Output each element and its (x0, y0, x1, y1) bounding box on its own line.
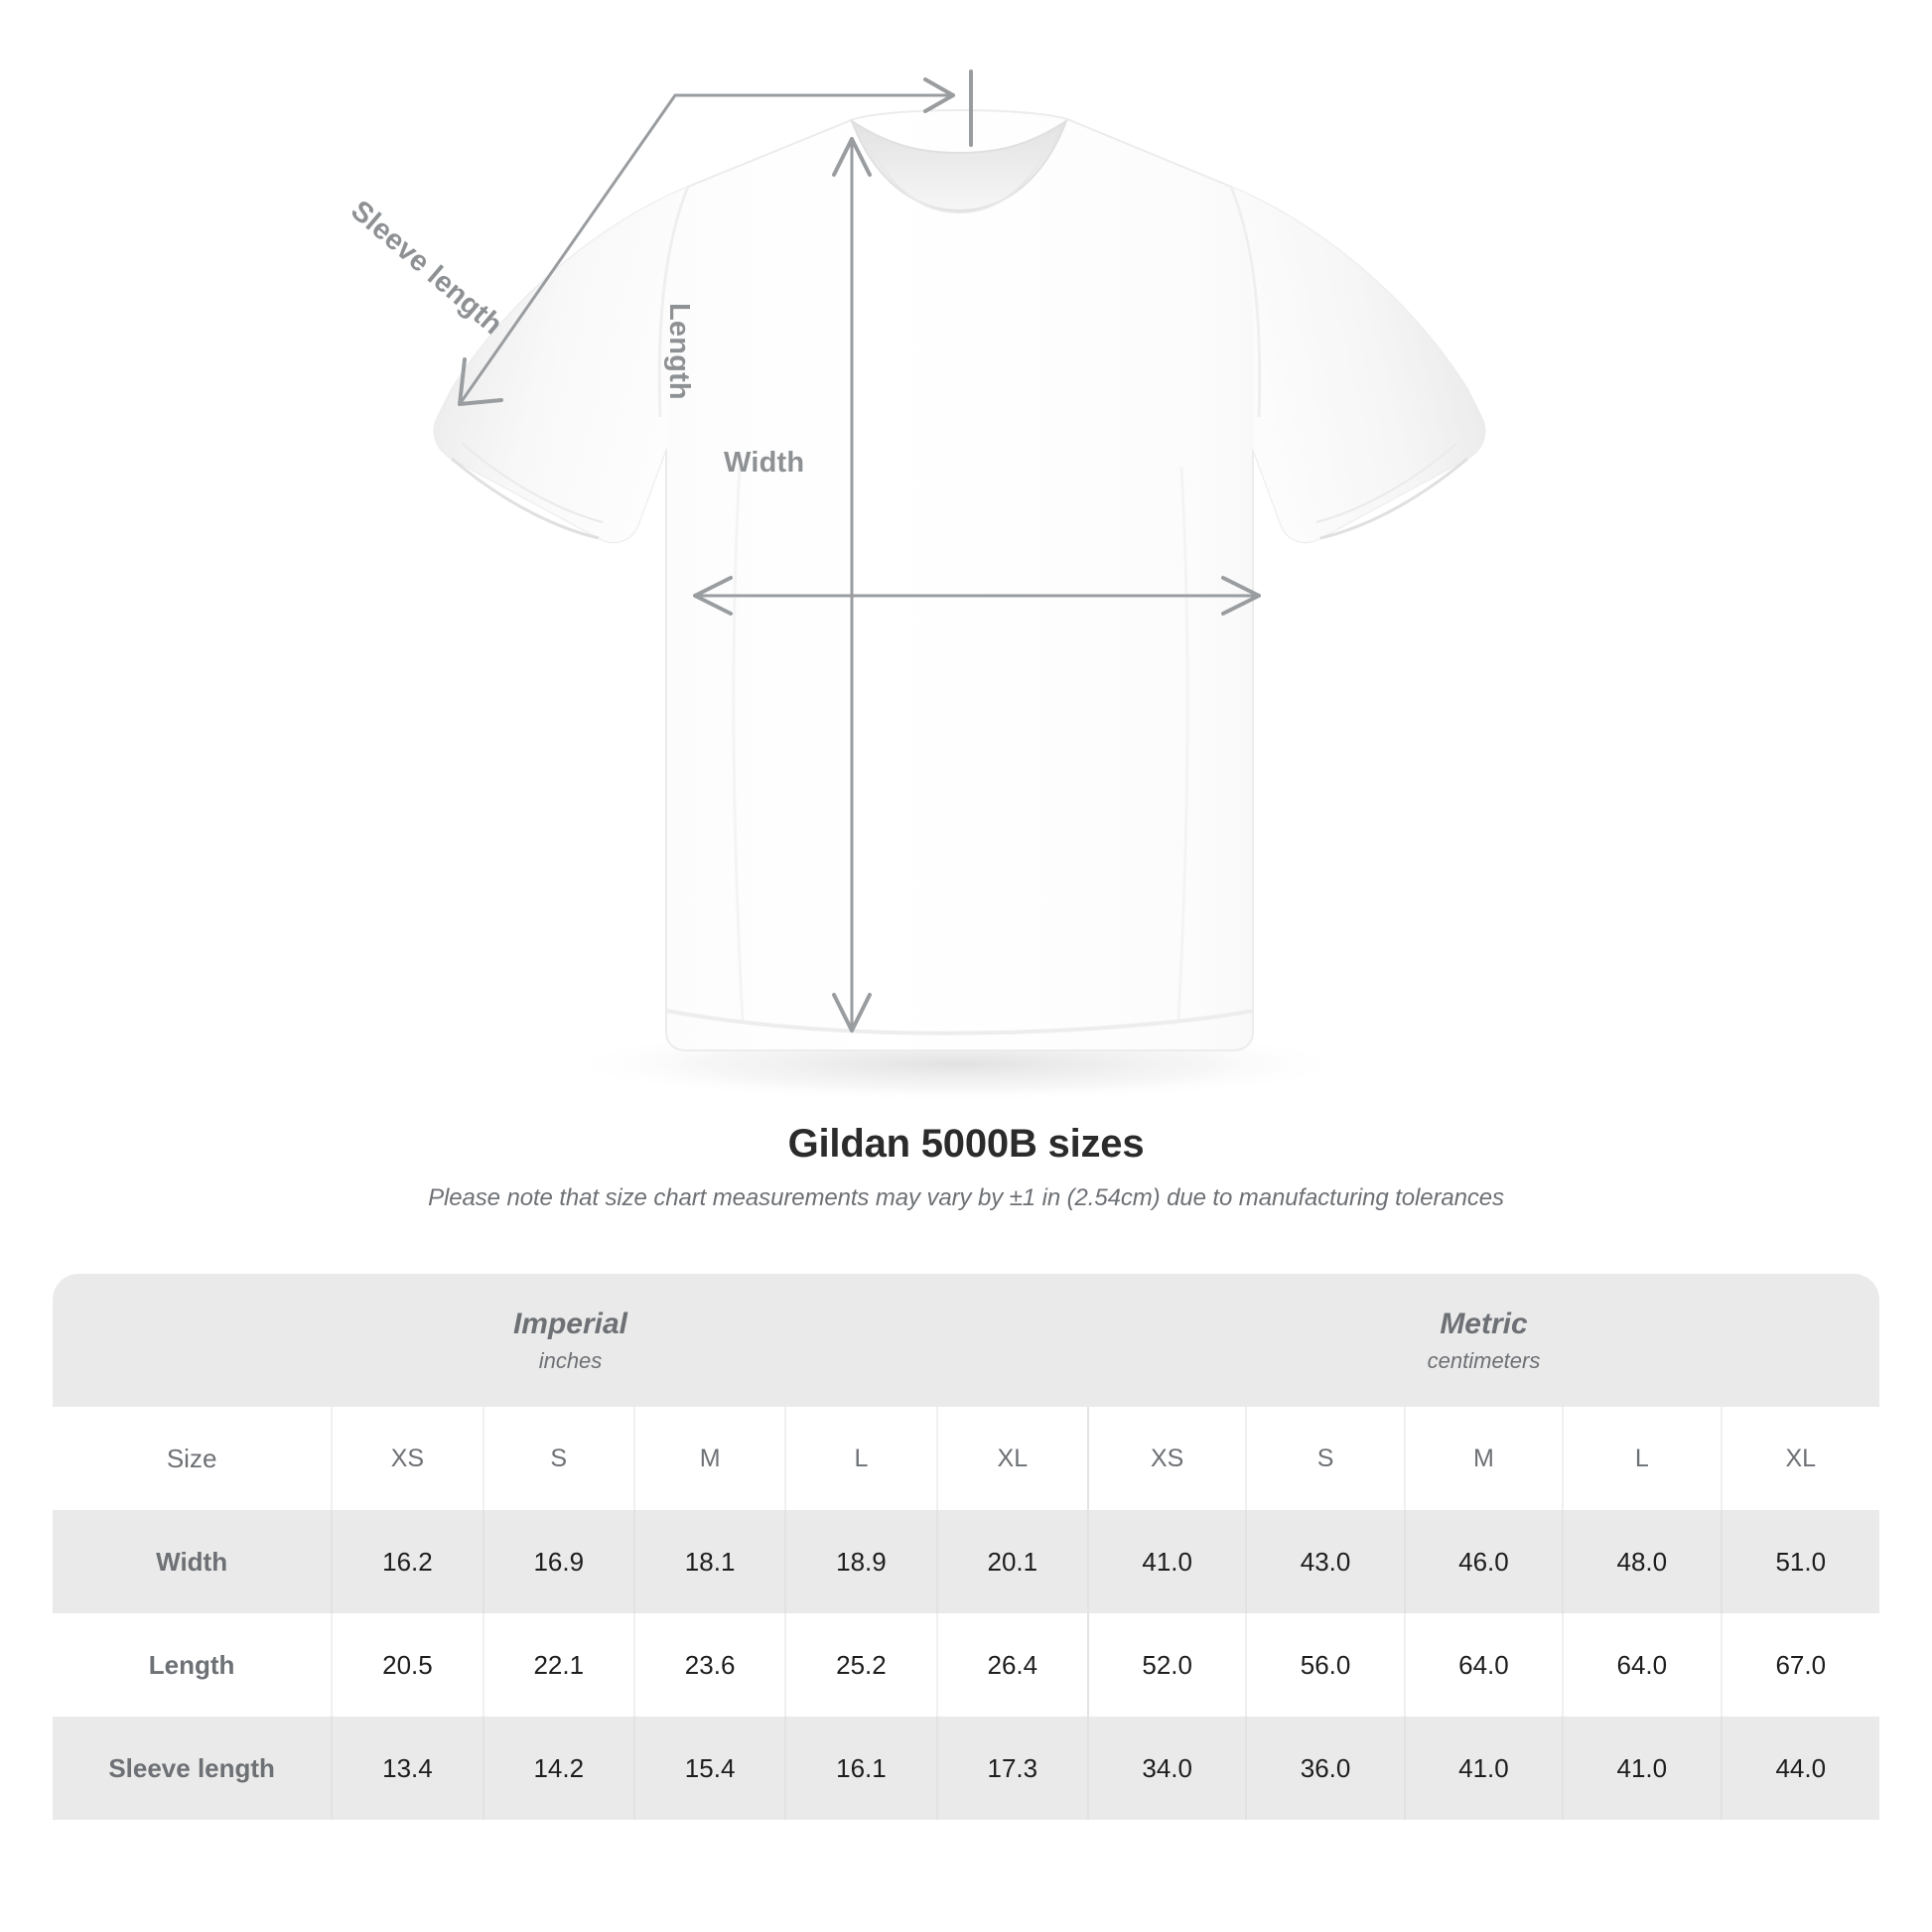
body-fold-right (1176, 466, 1189, 1022)
cell-length-imperial-xl: 26.4 (936, 1613, 1090, 1717)
cell-length-metric-xl: 67.0 (1721, 1613, 1879, 1717)
column-header-metric-s: S (1246, 1407, 1406, 1510)
metric-name: Metric (1440, 1307, 1528, 1340)
size-chart-table: Imperial inches Metric centimeters Size … (53, 1274, 1879, 1820)
column-header-metric-xl: XL (1721, 1407, 1879, 1510)
size-corner-label: Size (53, 1407, 334, 1510)
column-header-imperial-m: M (633, 1407, 787, 1510)
column-header-metric-m: M (1404, 1407, 1565, 1510)
left-sleeve-hem-inner (462, 443, 604, 523)
size-header-row: Size XS S M L XL XS S M L XL (53, 1407, 1879, 1510)
column-header-imperial-xl: XL (936, 1407, 1090, 1510)
sleeve-length-dimension (458, 69, 973, 406)
cell-width-imperial-xl: 20.1 (936, 1510, 1090, 1613)
table-row: Length 20.5 22.1 23.6 25.2 26.4 52.0 56.… (53, 1613, 1879, 1717)
right-sleeve (1231, 187, 1485, 543)
imperial-group-header: Imperial inches (53, 1274, 1088, 1407)
cell-width-metric-s: 43.0 (1246, 1510, 1406, 1613)
length-label: Length (663, 303, 695, 400)
product-illustration: Sleeve length Length Width (345, 69, 1486, 1102)
bottom-hem (665, 1009, 1254, 1035)
cell-sleeve-metric-xl: 44.0 (1721, 1717, 1879, 1820)
imperial-unit: inches (538, 1347, 603, 1373)
length-dimension (832, 137, 872, 1033)
cell-length-imperial-xs: 20.5 (332, 1613, 484, 1717)
cell-sleeve-imperial-xs: 13.4 (332, 1717, 484, 1820)
cell-length-imperial-l: 25.2 (785, 1613, 938, 1717)
left-shoulder-seam (657, 186, 690, 418)
right-shoulder-seam (1229, 186, 1262, 418)
cell-sleeve-metric-m: 41.0 (1404, 1717, 1565, 1820)
metric-group-header: Metric centimeters (1088, 1274, 1879, 1407)
cell-length-imperial-m: 23.6 (633, 1613, 787, 1717)
table-row: Width 16.2 16.9 18.1 18.9 20.1 41.0 43.0… (53, 1510, 1879, 1613)
imperial-name: Imperial (512, 1307, 628, 1340)
tolerance-note: Please note that size chart measurements… (428, 1184, 1504, 1211)
column-header-imperial-xs: XS (332, 1407, 484, 1510)
row-label-length: Length (53, 1613, 334, 1717)
cell-length-metric-m: 64.0 (1404, 1613, 1565, 1717)
unit-system-header-row: Imperial inches Metric centimeters (53, 1274, 1879, 1407)
cell-sleeve-metric-xs: 34.0 (1088, 1717, 1248, 1820)
cell-length-metric-s: 56.0 (1246, 1613, 1406, 1717)
right-sleeve-hem (1319, 457, 1468, 540)
cell-sleeve-imperial-m: 15.4 (633, 1717, 787, 1820)
tshirt-svg (433, 69, 1486, 1102)
tshirt-diagram (433, 69, 1486, 1102)
column-header-metric-l: L (1563, 1407, 1723, 1510)
collar-inner-line (863, 132, 1055, 214)
column-header-imperial-l: L (785, 1407, 938, 1510)
cell-width-imperial-l: 18.9 (785, 1510, 938, 1613)
width-label: Width (724, 447, 805, 479)
table-row: Sleeve length 13.4 14.2 15.4 16.1 17.3 3… (53, 1717, 1879, 1820)
left-sleeve (434, 187, 688, 543)
size-chart-table-container: Imperial inches Metric centimeters Size … (53, 1274, 1879, 1820)
body-fold-left (732, 466, 745, 1022)
cell-width-imperial-s: 16.9 (483, 1510, 635, 1613)
cell-sleeve-imperial-l: 16.1 (785, 1717, 938, 1820)
page-title: Gildan 5000B sizes (787, 1122, 1145, 1166)
column-header-metric-xs: XS (1088, 1407, 1248, 1510)
column-header-imperial-s: S (483, 1407, 635, 1510)
cell-width-imperial-m: 18.1 (633, 1510, 787, 1613)
cell-sleeve-metric-l: 41.0 (1563, 1717, 1723, 1820)
cell-length-metric-l: 64.0 (1563, 1613, 1723, 1717)
cell-length-metric-xs: 52.0 (1088, 1613, 1248, 1717)
cell-sleeve-imperial-s: 14.2 (483, 1717, 635, 1820)
metric-unit: centimeters (1427, 1347, 1541, 1373)
cell-width-metric-m: 46.0 (1404, 1510, 1565, 1613)
row-label-width: Width (53, 1510, 334, 1613)
cell-width-imperial-xs: 16.2 (332, 1510, 484, 1613)
right-sleeve-hem-inner (1315, 443, 1457, 523)
cell-width-metric-l: 48.0 (1563, 1510, 1723, 1613)
cell-width-metric-xl: 51.0 (1721, 1510, 1879, 1613)
left-sleeve-hem (451, 457, 600, 540)
title-block: Gildan 5000B sizes Please note that size… (0, 1122, 1932, 1212)
width-dimension (693, 576, 1261, 616)
cell-width-metric-xs: 41.0 (1088, 1510, 1248, 1613)
cell-sleeve-imperial-xl: 17.3 (936, 1717, 1090, 1820)
cell-length-imperial-s: 22.1 (483, 1613, 635, 1717)
cell-sleeve-metric-s: 36.0 (1246, 1717, 1406, 1820)
row-label-sleeve-length: Sleeve length (53, 1717, 334, 1820)
